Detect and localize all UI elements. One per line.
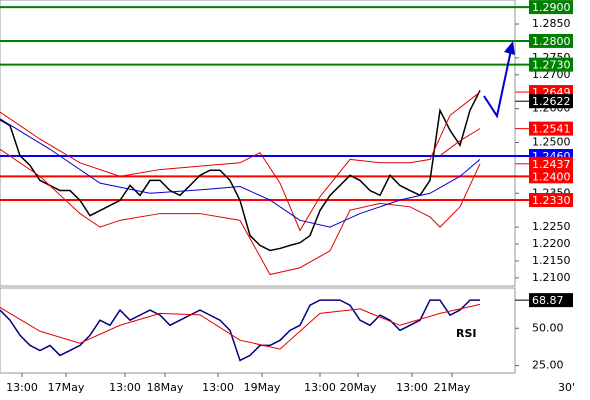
plot-layer: 1.21001.21501.22001.22501.23501.25001.26…: [0, 0, 573, 394]
level-box: [529, 169, 573, 184]
level-box: [529, 193, 573, 208]
timeframe: 30': [558, 381, 575, 394]
level-label: 1.2400: [532, 170, 571, 183]
x-tick-label: 17May: [48, 381, 85, 394]
y-tick-label: 1.2150: [532, 254, 571, 267]
series-line: [0, 148, 481, 276]
series-line: [0, 303, 481, 350]
level-label: 1.2800: [532, 35, 571, 48]
y-tick-label: 1.2500: [532, 135, 571, 148]
y-tick-label: 1.2250: [532, 220, 571, 233]
x-tick-label: 18May: [147, 381, 184, 394]
x-tick-label: 21May: [434, 381, 471, 394]
level-box: [529, 0, 573, 15]
x-tick-label: 13:00: [304, 381, 336, 394]
series-line: [0, 90, 481, 252]
y-tick-label: 25.00: [532, 359, 564, 372]
level-label: 1.2900: [532, 1, 571, 14]
x-tick-label: 13:00: [396, 381, 428, 394]
marker-box: [529, 121, 573, 136]
marker-label: 1.2437: [532, 158, 571, 171]
marker-label: 1.2622: [532, 95, 571, 108]
marker-box: [529, 94, 573, 109]
level-label: 1.2730: [532, 59, 571, 72]
x-tick-label: 19May: [244, 381, 281, 394]
marker-label: 1.2541: [532, 123, 571, 136]
price-panel: [0, 0, 516, 287]
y-tick-label: 50.00: [532, 321, 564, 334]
level-box: [529, 33, 573, 48]
y-tick-label: 1.2850: [532, 17, 571, 30]
series-line: [0, 118, 481, 228]
y-tick-label: 1.2100: [532, 271, 571, 284]
series-line: [0, 299, 481, 362]
level-label: 1.2330: [532, 194, 571, 207]
x-tick-label: 20May: [340, 381, 377, 394]
marker-box: [529, 156, 573, 171]
forecast-arrow: [483, 49, 512, 119]
x-tick-label: 13:00: [109, 381, 141, 394]
level-box: [529, 57, 573, 72]
series-line: [439, 128, 481, 157]
arrow-head: [504, 41, 515, 55]
marker-label: 68.87: [532, 294, 564, 307]
series-line: [0, 91, 481, 232]
y-tick-label: 1.2200: [532, 237, 571, 250]
rsi-label: RSI: [456, 327, 477, 340]
x-tick-label: 13:00: [6, 381, 38, 394]
x-tick-label: 13:00: [202, 381, 234, 394]
marker-box: [529, 293, 573, 308]
